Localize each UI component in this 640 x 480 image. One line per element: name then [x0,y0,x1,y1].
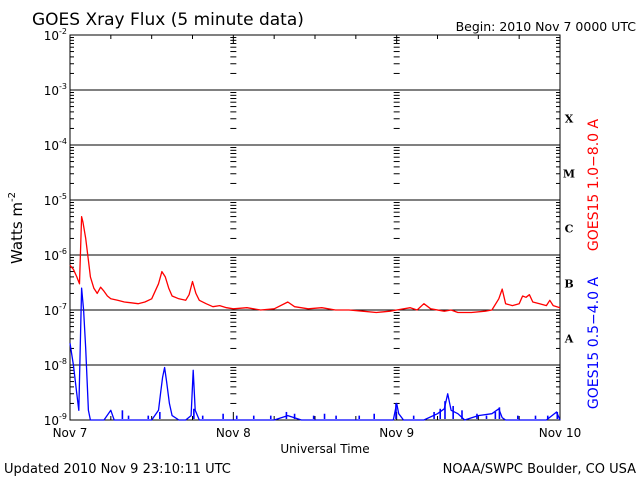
y-axis-label: Watts m [8,202,26,264]
x-tick-label: Nov 8 [216,426,251,440]
x-tick-label: Nov 7 [53,426,88,440]
grid [70,37,560,404]
flare-class-labels: X M C B A [563,113,575,346]
x-tick-label: Nov 9 [379,426,414,440]
y-tick-label: 10-9 [44,412,67,428]
legend-long-group: GOES15 1.0−8.0 A [586,119,602,252]
legend-short-group: GOES15 0.5−4.0 A [586,277,602,410]
source-credit: NOAA/SWPC Boulder, CO USA [443,462,636,477]
chart-title: GOES Xray Flux (5 minute data) [32,10,304,30]
legend-goes15-short: GOES15 0.5−4.0 A [586,277,602,410]
flare-class-c: C [565,223,574,236]
y-tick-label: 10-5 [44,192,67,208]
x-axis-label: Universal Time [280,442,369,456]
y-tick-label: 10-7 [44,302,67,318]
y-tick-label: 10-8 [44,357,67,373]
svg-text:Watts m-2: Watts m-2 [7,192,26,264]
flare-class-x: X [565,113,574,126]
updated-timestamp: Updated 2010 Nov 9 23:10:11 UTC [4,462,231,477]
series-long-line [69,215,561,314]
flare-class-b: B [564,278,573,291]
begin-time-label: Begin: 2010 Nov 7 0000 UTC [456,19,637,34]
y-tick-label: 10-3 [44,82,67,98]
plot-frame [69,34,561,421]
y-tick-label: 10-2 [44,27,67,43]
flare-class-m: M [563,168,575,181]
flare-class-a: A [564,333,574,346]
x-axis-ticks: Nov 7 Nov 8 Nov 9 Nov 10 [53,35,582,440]
y-tick-label: 10-4 [44,137,67,153]
series-layer [69,215,561,421]
legend-goes15-long: GOES15 1.0−8.0 A [586,119,602,252]
y-tick-label: 10-6 [44,247,67,263]
y-axis-label-superscript: -2 [7,192,18,202]
y-axis-label-group: Watts m-2 [7,192,26,264]
y-axis-ticks: 10-2 10-3 10-4 10-5 10-6 10-7 10-8 10-9 [44,27,560,428]
x-tick-label: Nov 10 [539,426,582,440]
